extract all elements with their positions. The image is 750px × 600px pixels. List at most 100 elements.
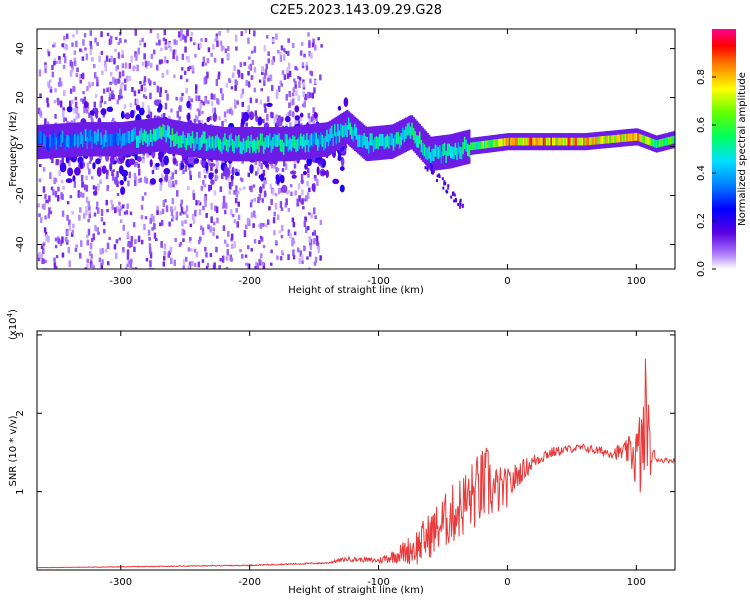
heatmap-ridge-cell [327, 134, 330, 147]
heatmap-noise-cell [260, 163, 263, 170]
heatmap-ridge-cell [471, 142, 474, 151]
heatmap-noise-cell [92, 185, 96, 190]
heatmap-noise-cell [192, 218, 196, 225]
x-tick-label: -200 [238, 577, 261, 588]
heatmap-noise-blob [136, 155, 142, 163]
heatmap-noise-cell [172, 49, 176, 54]
heatmap-noise-cell [124, 267, 128, 269]
heatmap-noise-cell [215, 246, 218, 253]
heatmap-noise-cell [308, 267, 311, 269]
heatmap-noise-cell [89, 49, 92, 55]
heatmap-noise-cell [189, 37, 193, 42]
heatmap-noise-cell [255, 98, 258, 103]
heatmap-noise-cell [270, 164, 274, 169]
heatmap-noise-cell [68, 260, 71, 268]
heatmap-noise-cell [101, 248, 104, 254]
heatmap-ridge-cell [621, 134, 624, 142]
heatmap-ridge-cell [132, 128, 135, 141]
heatmap-noise-cell [180, 199, 184, 204]
heatmap-noise-cell [119, 219, 123, 224]
heatmap-ridge-cell [496, 139, 499, 147]
heatmap-ridge-cell [374, 137, 377, 150]
heatmap-tail-cell [459, 200, 462, 204]
heatmap-ridge-cell [318, 135, 321, 148]
heatmap-ridge-cell [286, 134, 288, 147]
heatmap-ridge-cell [573, 137, 576, 146]
heatmap-ridge-cell [341, 125, 344, 138]
heatmap-noise-cell [75, 115, 78, 121]
heatmap-noise-cell [200, 38, 203, 42]
heatmap-noise-cell [267, 51, 270, 57]
heatmap-noise-blob [210, 179, 215, 185]
heatmap-ridge-cell [293, 136, 296, 149]
heatmap-noise-cell [153, 165, 156, 170]
heatmap-noise-blob [100, 108, 107, 116]
heatmap-noise-cell [120, 84, 123, 89]
heatmap-noise-cell [222, 45, 225, 50]
heatmap-noise-cell [285, 113, 289, 118]
heatmap-noise-cell [111, 204, 114, 211]
heatmap-noise-cell [308, 40, 311, 46]
heatmap-noise-cell [273, 211, 276, 217]
heatmap-noise-cell [83, 96, 87, 102]
heatmap-noise-cell [188, 239, 192, 244]
heatmap-noise-cell [200, 99, 203, 104]
heatmap-ridge-cell [664, 137, 667, 146]
heatmap-tail-cell [454, 197, 457, 201]
heatmap-noise-cell [264, 180, 268, 184]
heatmap-noise-cell [133, 65, 136, 70]
heatmap-noise-cell [230, 257, 233, 262]
heatmap-noise-cell [180, 160, 183, 164]
heatmap-ridge-cell [108, 134, 111, 147]
heatmap-noise-cell [73, 57, 77, 63]
heatmap-ridge-cell [423, 144, 426, 157]
heatmap-noise-cell [247, 245, 250, 250]
heatmap-noise-cell [284, 163, 288, 171]
heatmap-ridge-cell [100, 132, 103, 145]
heatmap-noise-cell [285, 51, 288, 55]
heatmap-noise-cell [51, 71, 55, 78]
heatmap-ridge-cell [443, 142, 446, 155]
heatmap-noise-cell [307, 91, 310, 99]
heatmap-ridge-cell [610, 135, 613, 144]
heatmap-noise-cell [250, 50, 254, 54]
heatmap-tail-cell [441, 177, 444, 181]
heatmap-noise-blob [321, 170, 327, 176]
heatmap-noise-cell [298, 76, 302, 81]
heatmap-noise-cell [197, 261, 201, 268]
heatmap-ridge-cell [536, 137, 539, 146]
heatmap-noise-cell [311, 159, 314, 163]
heatmap-ridge-cell [484, 140, 486, 149]
snr-chart: -300 -200 -100 0 100 123 Height of straight … [6, 309, 676, 596]
heatmap-noise-cell [237, 214, 241, 221]
heatmap-noise-cell [203, 175, 207, 179]
snr-y-label: SNR (10 * v/v) [8, 415, 19, 486]
heatmap-noise-cell [116, 206, 119, 213]
heatmap-ridge-cell [273, 133, 276, 146]
heatmap-noise-cell [194, 115, 198, 121]
heatmap-noise-cell [175, 217, 178, 221]
heatmap-noise-cell [280, 234, 284, 239]
heatmap-ridge-cell [607, 135, 610, 144]
heatmap-noise-cell [130, 55, 133, 63]
heatmap-noise-cell [233, 190, 236, 195]
heatmap-noise-cell [209, 184, 213, 191]
heatmap-ridge-cell [88, 130, 90, 143]
heatmap-noise-cell [193, 248, 197, 253]
heatmap-noise-cell [182, 259, 186, 266]
heatmap-noise-cell [185, 205, 189, 212]
heatmap-noise-cell [205, 213, 208, 218]
heatmap-noise-cell [249, 63, 252, 71]
heatmap-noise-cell [45, 234, 48, 242]
heatmap-noise-cell [126, 203, 129, 209]
heatmap-noise-cell [305, 62, 308, 67]
heatmap-tail-cell [450, 195, 453, 199]
heatmap-noise-cell [234, 84, 237, 91]
heatmap-tail-cell [430, 168, 433, 172]
heatmap-noise-cell [37, 107, 41, 115]
heatmap-noise-cell [118, 201, 121, 206]
heatmap-noise-cell [258, 240, 261, 245]
heatmap-noise-cell [308, 43, 311, 48]
heatmap-ridge-cell [460, 147, 463, 160]
